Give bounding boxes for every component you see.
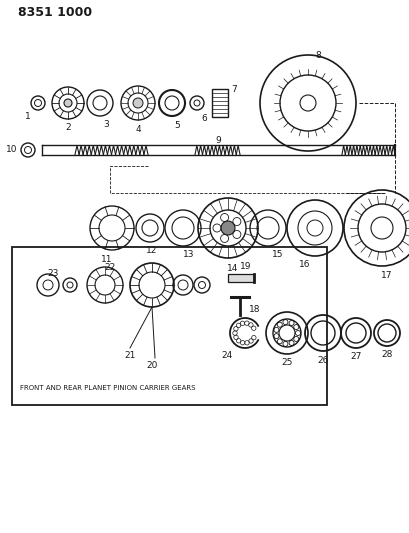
Bar: [12, 247, 326, 405]
Text: 8: 8: [315, 51, 320, 60]
Text: 28: 28: [380, 350, 392, 359]
Text: 20: 20: [146, 361, 157, 370]
Text: 22: 22: [104, 263, 115, 272]
Text: 11: 11: [101, 255, 112, 264]
Circle shape: [64, 99, 72, 107]
Text: 13: 13: [183, 250, 194, 259]
Text: 9: 9: [215, 136, 220, 145]
Text: 21: 21: [124, 351, 135, 360]
Text: 12: 12: [146, 246, 157, 255]
Text: FRONT AND REAR PLANET PINION CARRIER GEARS: FRONT AND REAR PLANET PINION CARRIER GEA…: [20, 385, 195, 391]
Bar: [227, 274, 254, 282]
Bar: [211, 89, 227, 117]
Text: 2: 2: [65, 123, 71, 132]
Text: 26: 26: [317, 356, 328, 365]
Text: 27: 27: [349, 352, 361, 361]
Text: 16: 16: [299, 260, 310, 269]
Text: 25: 25: [281, 358, 292, 367]
Text: 15: 15: [272, 250, 283, 259]
Circle shape: [133, 98, 143, 108]
Text: 4: 4: [135, 125, 140, 134]
Text: 5: 5: [174, 121, 180, 130]
Text: 1: 1: [25, 112, 31, 121]
Text: 24: 24: [221, 351, 232, 360]
Text: 23: 23: [47, 269, 58, 278]
Text: 8351 1000: 8351 1000: [18, 6, 92, 19]
Text: 7: 7: [231, 85, 236, 94]
Text: 6: 6: [201, 114, 207, 123]
Text: 3: 3: [103, 120, 109, 129]
Text: 17: 17: [380, 271, 392, 280]
Text: 10: 10: [6, 145, 18, 154]
Text: 18: 18: [249, 305, 260, 314]
Circle shape: [220, 221, 234, 235]
Text: 19: 19: [240, 262, 251, 271]
Text: 14: 14: [227, 264, 238, 273]
